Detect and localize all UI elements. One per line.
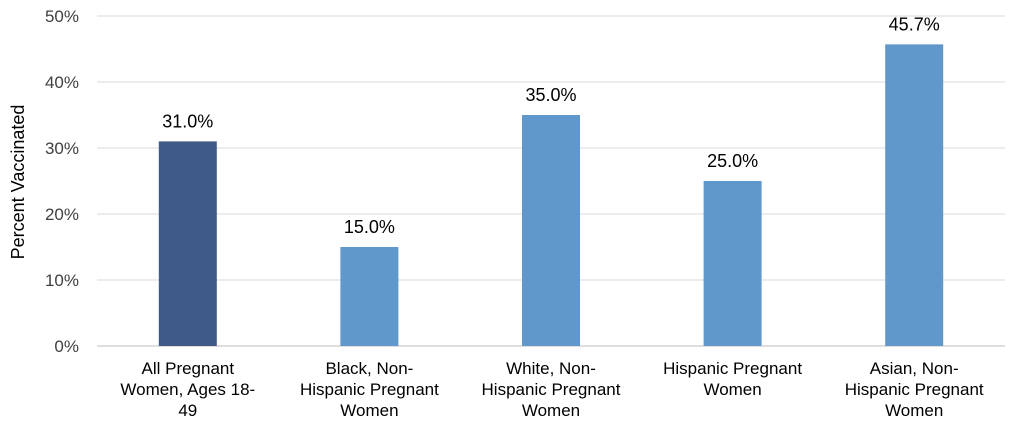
category-label-line: Women bbox=[340, 401, 398, 420]
data-label: 15.0% bbox=[344, 217, 395, 237]
y-axis-ticks: 0% 10% 20% 30% 40% 50% bbox=[45, 7, 79, 356]
y-tick-label: 10% bbox=[45, 271, 79, 290]
y-tick-label: 40% bbox=[45, 73, 79, 92]
bar bbox=[703, 181, 762, 346]
category-label: All Pregnant Women, Ages 18- 49 bbox=[120, 359, 255, 420]
category-label-line: Women bbox=[522, 401, 580, 420]
category-label-line: Hispanic Pregnant bbox=[482, 380, 621, 399]
data-labels: 31.0% 15.0% 35.0% 25.0% 45.7% bbox=[162, 14, 939, 237]
category-label-line: White, Non- bbox=[506, 359, 596, 378]
y-axis-label: Percent Vaccinated bbox=[8, 105, 28, 260]
category-label-line: Women bbox=[885, 401, 943, 420]
category-label: Black, Non- Hispanic Pregnant Women bbox=[300, 359, 439, 420]
category-label-line: Hispanic Pregnant bbox=[300, 380, 439, 399]
bars bbox=[158, 44, 944, 346]
category-label-line: Women bbox=[703, 380, 761, 399]
category-label-line: Black, Non- bbox=[325, 359, 413, 378]
y-tick-label: 0% bbox=[54, 337, 79, 356]
bar bbox=[885, 44, 944, 346]
category-label-line: 49 bbox=[178, 401, 197, 420]
category-label: Hispanic Pregnant Women bbox=[663, 359, 802, 399]
data-label: 25.0% bbox=[707, 151, 758, 171]
category-label-line: Asian, Non- bbox=[870, 359, 959, 378]
y-tick-label: 30% bbox=[45, 139, 79, 158]
category-label-line: Women, Ages 18- bbox=[120, 380, 255, 399]
bar bbox=[340, 247, 399, 346]
category-label-line: Hispanic Pregnant bbox=[845, 380, 984, 399]
category-label: White, Non- Hispanic Pregnant Women bbox=[482, 359, 621, 420]
y-tick-label: 20% bbox=[45, 205, 79, 224]
data-label: 35.0% bbox=[525, 85, 576, 105]
y-tick-label: 50% bbox=[45, 7, 79, 26]
category-labels: All Pregnant Women, Ages 18- 49 Black, Non-… bbox=[120, 359, 984, 420]
bar bbox=[522, 115, 580, 346]
category-label: Asian, Non- Hispanic Pregnant Women bbox=[845, 359, 984, 420]
category-label-line: All Pregnant bbox=[141, 359, 234, 378]
bar bbox=[158, 141, 217, 346]
category-label-line: Hispanic Pregnant bbox=[663, 359, 802, 378]
data-label: 45.7% bbox=[889, 14, 940, 34]
data-label: 31.0% bbox=[162, 111, 213, 131]
